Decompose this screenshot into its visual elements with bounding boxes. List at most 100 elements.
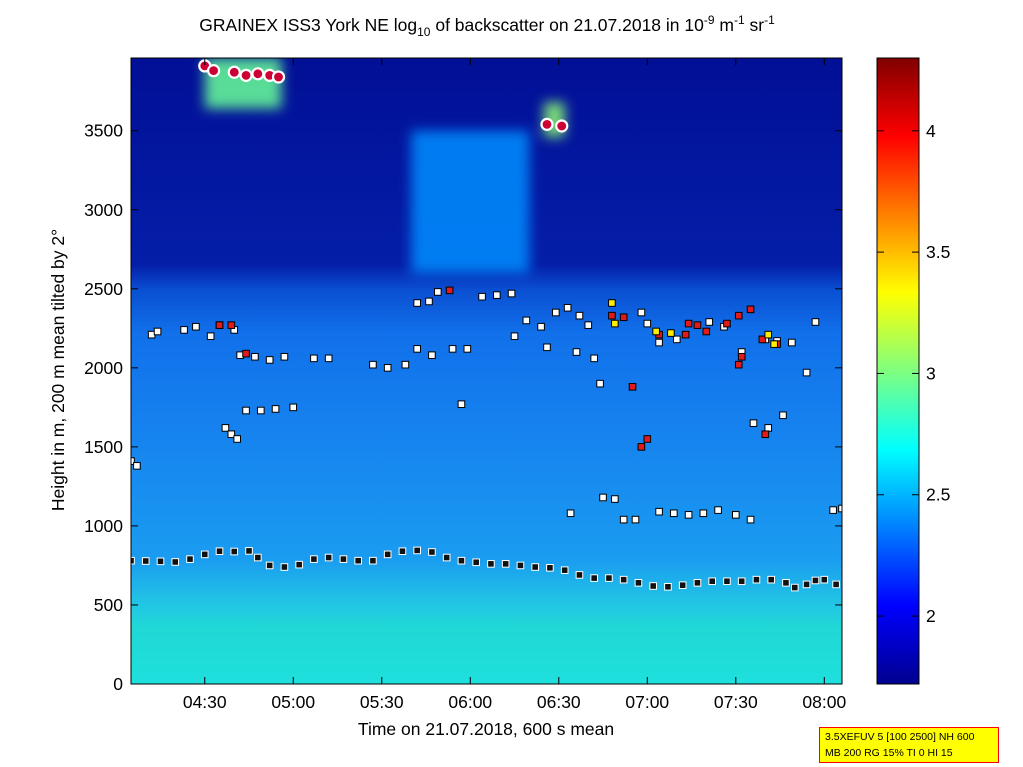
square-marker	[233, 435, 242, 443]
square-marker	[192, 322, 200, 331]
square-marker	[543, 343, 551, 352]
square-marker	[811, 318, 820, 326]
square-marker	[251, 352, 259, 361]
square-marker	[560, 566, 569, 574]
square-marker	[714, 506, 722, 514]
square-marker	[619, 515, 628, 524]
square-marker	[227, 430, 236, 439]
square-marker	[563, 303, 572, 312]
colorbar-frame	[876, 57, 920, 685]
square-marker	[764, 424, 773, 432]
circle-marker	[239, 68, 253, 82]
square-marker	[141, 557, 150, 565]
title-part-1: GRAINEX ISS3 York NE log	[199, 15, 417, 35]
square-marker	[575, 571, 584, 579]
square-marker	[752, 575, 761, 584]
square-marker	[242, 349, 250, 358]
square-marker	[531, 563, 539, 571]
square-marker	[749, 419, 758, 427]
marker-series-1	[131, 288, 842, 524]
square-marker	[637, 308, 646, 317]
square-marker	[838, 504, 842, 513]
square-marker	[153, 327, 162, 336]
x-tick-label: 04:30	[183, 692, 227, 712]
circle-marker	[251, 67, 265, 81]
square-marker	[693, 579, 702, 587]
square-marker	[257, 406, 265, 415]
square-marker	[445, 286, 454, 295]
heatmap-area	[131, 58, 842, 684]
square-marker	[611, 495, 619, 503]
square-marker	[758, 335, 767, 344]
square-marker	[186, 555, 194, 563]
square-marker	[242, 406, 250, 415]
square-marker	[463, 345, 472, 353]
square-marker	[611, 319, 619, 328]
square-marker	[487, 560, 495, 568]
square-marker	[227, 321, 236, 329]
settings-line-2: MB 200 RG 15% TI 0 HI 15	[825, 747, 953, 759]
square-marker	[779, 411, 787, 420]
square-marker	[634, 579, 643, 587]
square-marker	[354, 556, 362, 565]
square-marker	[457, 400, 466, 408]
square-marker	[631, 515, 640, 524]
square-marker	[133, 462, 141, 470]
x-axis: 04:30 05:00 05:30 06:00 06:30 07:00 07:30 08:00	[183, 58, 846, 712]
y-tick-label: 3000	[84, 200, 123, 220]
square-marker	[670, 509, 678, 518]
square-marker	[280, 563, 289, 571]
square-marker	[428, 351, 436, 359]
square-marker	[434, 288, 442, 296]
square-marker	[782, 579, 790, 587]
square-marker	[493, 291, 501, 299]
square-marker	[699, 509, 708, 518]
square-marker	[215, 547, 224, 556]
square-marker	[537, 322, 545, 331]
x-axis-label: Time on 21.07.2018, 600 s mean	[358, 719, 614, 739]
title-subscript: 10	[417, 25, 431, 39]
square-marker	[171, 558, 180, 566]
square-marker	[655, 507, 663, 516]
square-marker	[254, 553, 262, 562]
square-marker	[731, 511, 740, 519]
square-marker	[723, 319, 731, 328]
square-marker	[289, 403, 298, 412]
colorbar-tick-label: 2.5	[926, 485, 950, 505]
square-marker	[457, 556, 466, 565]
square-marker	[770, 340, 778, 348]
square-marker	[516, 561, 525, 570]
square-marker	[280, 352, 289, 361]
square-marker	[546, 564, 554, 572]
square-marker	[510, 332, 519, 341]
square-marker	[734, 360, 743, 369]
y-axis-label: Height in m, 200 m mean tilted by 2°	[48, 229, 68, 511]
square-marker	[428, 548, 436, 556]
square-marker	[590, 574, 598, 582]
colorbar-tick-label: 4	[926, 121, 936, 141]
square-marker	[790, 583, 799, 592]
colorbar-axis: 2 2.5 3 3.5 4	[877, 121, 950, 626]
square-marker	[369, 556, 377, 565]
circle-marker	[555, 119, 569, 133]
square-marker	[737, 352, 746, 361]
square-marker	[655, 338, 663, 347]
circle-marker	[271, 70, 286, 84]
y-tick-label: 0	[113, 674, 123, 694]
title-superscript-1: -9	[704, 13, 715, 27]
square-marker	[584, 321, 593, 329]
square-marker	[265, 561, 274, 570]
square-marker	[702, 327, 711, 336]
x-tick-label: 05:30	[360, 692, 404, 712]
square-marker	[764, 330, 773, 339]
square-marker	[310, 555, 318, 563]
square-marker	[507, 289, 516, 298]
plot-frame	[130, 57, 843, 685]
square-marker	[369, 360, 377, 369]
square-marker	[295, 560, 303, 569]
chart-title: GRAINEX ISS3 York NE log10 of backscatte…	[199, 13, 775, 39]
circle-marker	[227, 65, 241, 79]
square-marker	[522, 316, 531, 325]
square-marker	[737, 577, 746, 586]
square-marker	[324, 553, 333, 562]
